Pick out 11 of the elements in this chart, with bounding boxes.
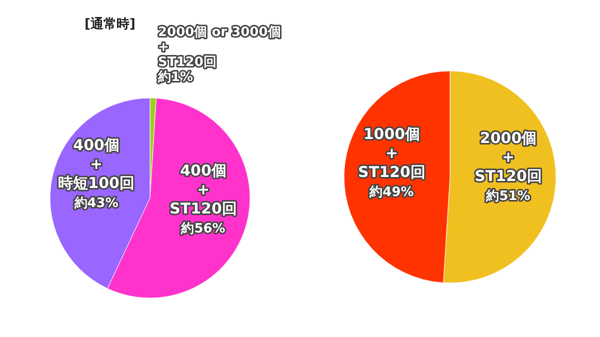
- chart-title: [通常時]: [84, 16, 136, 32]
- data-label: 約49%: [368, 185, 414, 200]
- slice-label: 400個 + ST120回: [170, 162, 237, 218]
- slice-label: 400個 + 時短100回: [58, 136, 134, 192]
- slice-label: 1000個 + ST120回: [358, 125, 426, 182]
- slice-label: 2000個 or 3000個 + ST120回: [158, 25, 281, 70]
- data-label: 約51%: [485, 188, 530, 204]
- data-label: 約43%: [73, 196, 118, 211]
- data-label: 約56%: [180, 222, 226, 237]
- slice-label: 2000個 + ST120回: [474, 128, 542, 185]
- data-label: 約1%: [157, 70, 194, 85]
